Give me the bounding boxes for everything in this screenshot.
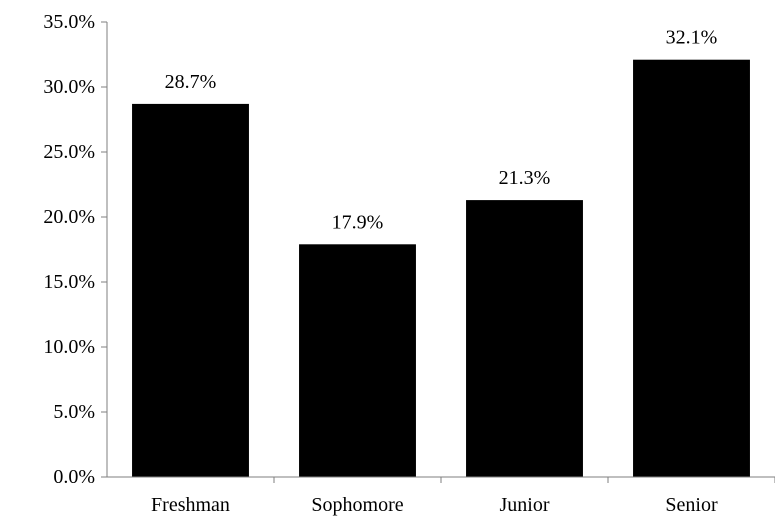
y-tick-label: 35.0% (43, 11, 95, 33)
data-label: 28.7% (165, 71, 217, 93)
category-label: Senior (665, 494, 718, 516)
category-label: Sophomore (311, 494, 403, 516)
x-tick-marks (273, 477, 775, 483)
data-label: 21.3% (499, 167, 551, 189)
y-tick-label: 5.0% (53, 401, 95, 423)
bar-sophomore (299, 244, 416, 477)
data-label: 17.9% (332, 211, 384, 233)
y-tick-label: 25.0% (43, 141, 95, 163)
category-label: Junior (500, 494, 550, 516)
y-tick-label: 15.0% (43, 271, 95, 293)
y-tick-label: 0.0% (53, 466, 95, 488)
bar-senior (633, 59, 750, 477)
y-tick-label: 20.0% (43, 206, 95, 228)
y-tick-marks (101, 21, 107, 478)
data-labels: 28.7% 17.9% 21.3% 32.1% (165, 27, 718, 234)
y-tick-labels: 0.0% 5.0% 10.0% 15.0% 20.0% 25.0% 30.0% 35.0% (43, 11, 95, 488)
bar-junior (466, 200, 583, 477)
bars (132, 59, 750, 478)
bar-freshman (132, 103, 249, 478)
data-label: 32.1% (666, 27, 718, 49)
y-tick-label: 30.0% (43, 76, 95, 98)
category-labels: Freshman Sophomore Junior Senior (151, 494, 718, 516)
category-label: Freshman (151, 494, 230, 516)
y-tick-label: 10.0% (43, 336, 95, 358)
